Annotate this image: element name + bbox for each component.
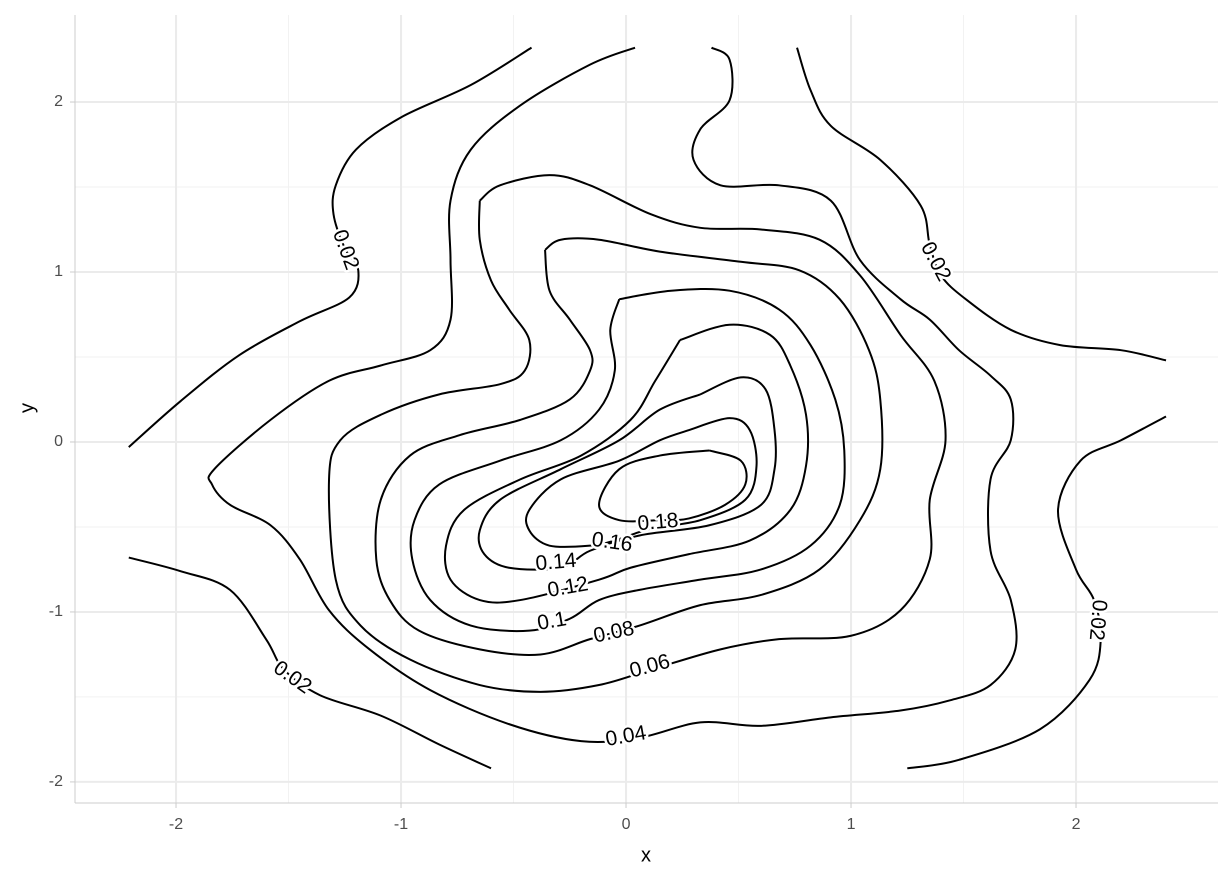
y-axis-title: y xyxy=(16,403,38,413)
contour-label: 0.02 xyxy=(916,238,955,285)
contour-line xyxy=(128,46,533,448)
x-tick-label: 0 xyxy=(622,816,631,833)
y-tick-label: 2 xyxy=(54,93,63,110)
contours xyxy=(128,46,1167,770)
x-tick-label: 2 xyxy=(1072,816,1081,833)
contour-label: 0.16 xyxy=(590,528,634,556)
contour-line xyxy=(907,415,1167,770)
contour-line xyxy=(796,47,1167,362)
contour-label: 0.06 xyxy=(627,650,672,683)
contour-line xyxy=(477,376,777,571)
contour-line xyxy=(598,449,748,523)
y-tick-label: -1 xyxy=(49,603,63,620)
x-tick-label: 1 xyxy=(847,816,856,833)
contour-line xyxy=(128,556,492,770)
contour-label: 0.02 xyxy=(1085,599,1111,642)
contour-line xyxy=(207,46,1018,743)
contour-line xyxy=(409,287,846,633)
contour-line xyxy=(525,417,758,549)
contour-label: 0.1 xyxy=(535,607,568,635)
y-tick-label: 1 xyxy=(54,263,63,280)
y-tick-label: -2 xyxy=(49,773,63,790)
contour-labels: 0.02 0.02 0.02 0.02 0.04 0.060.08 0.1 0.120.14 0… xyxy=(267,224,1114,753)
contour-label: 0.14 xyxy=(535,549,578,576)
y-tick-label: 0 xyxy=(54,433,63,450)
contour-line xyxy=(327,174,947,693)
contour-line xyxy=(443,323,809,604)
contour-label: 0.18 xyxy=(637,509,680,535)
contour-label: 0.12 xyxy=(546,572,590,602)
contour-label: 0.04 xyxy=(604,721,649,751)
contour-label: 0.02 xyxy=(328,227,364,273)
contour-label: 0.02 xyxy=(269,656,316,698)
contour-label: 0.08 xyxy=(591,617,636,648)
contour-line xyxy=(374,237,884,656)
grid: -2 -1 0 1 2 -2 -1 0 1 2 xyxy=(49,15,1218,833)
x-tick-label: -2 xyxy=(169,816,183,833)
x-axis-title: x xyxy=(641,844,651,866)
x-tick-label: -1 xyxy=(394,816,408,833)
